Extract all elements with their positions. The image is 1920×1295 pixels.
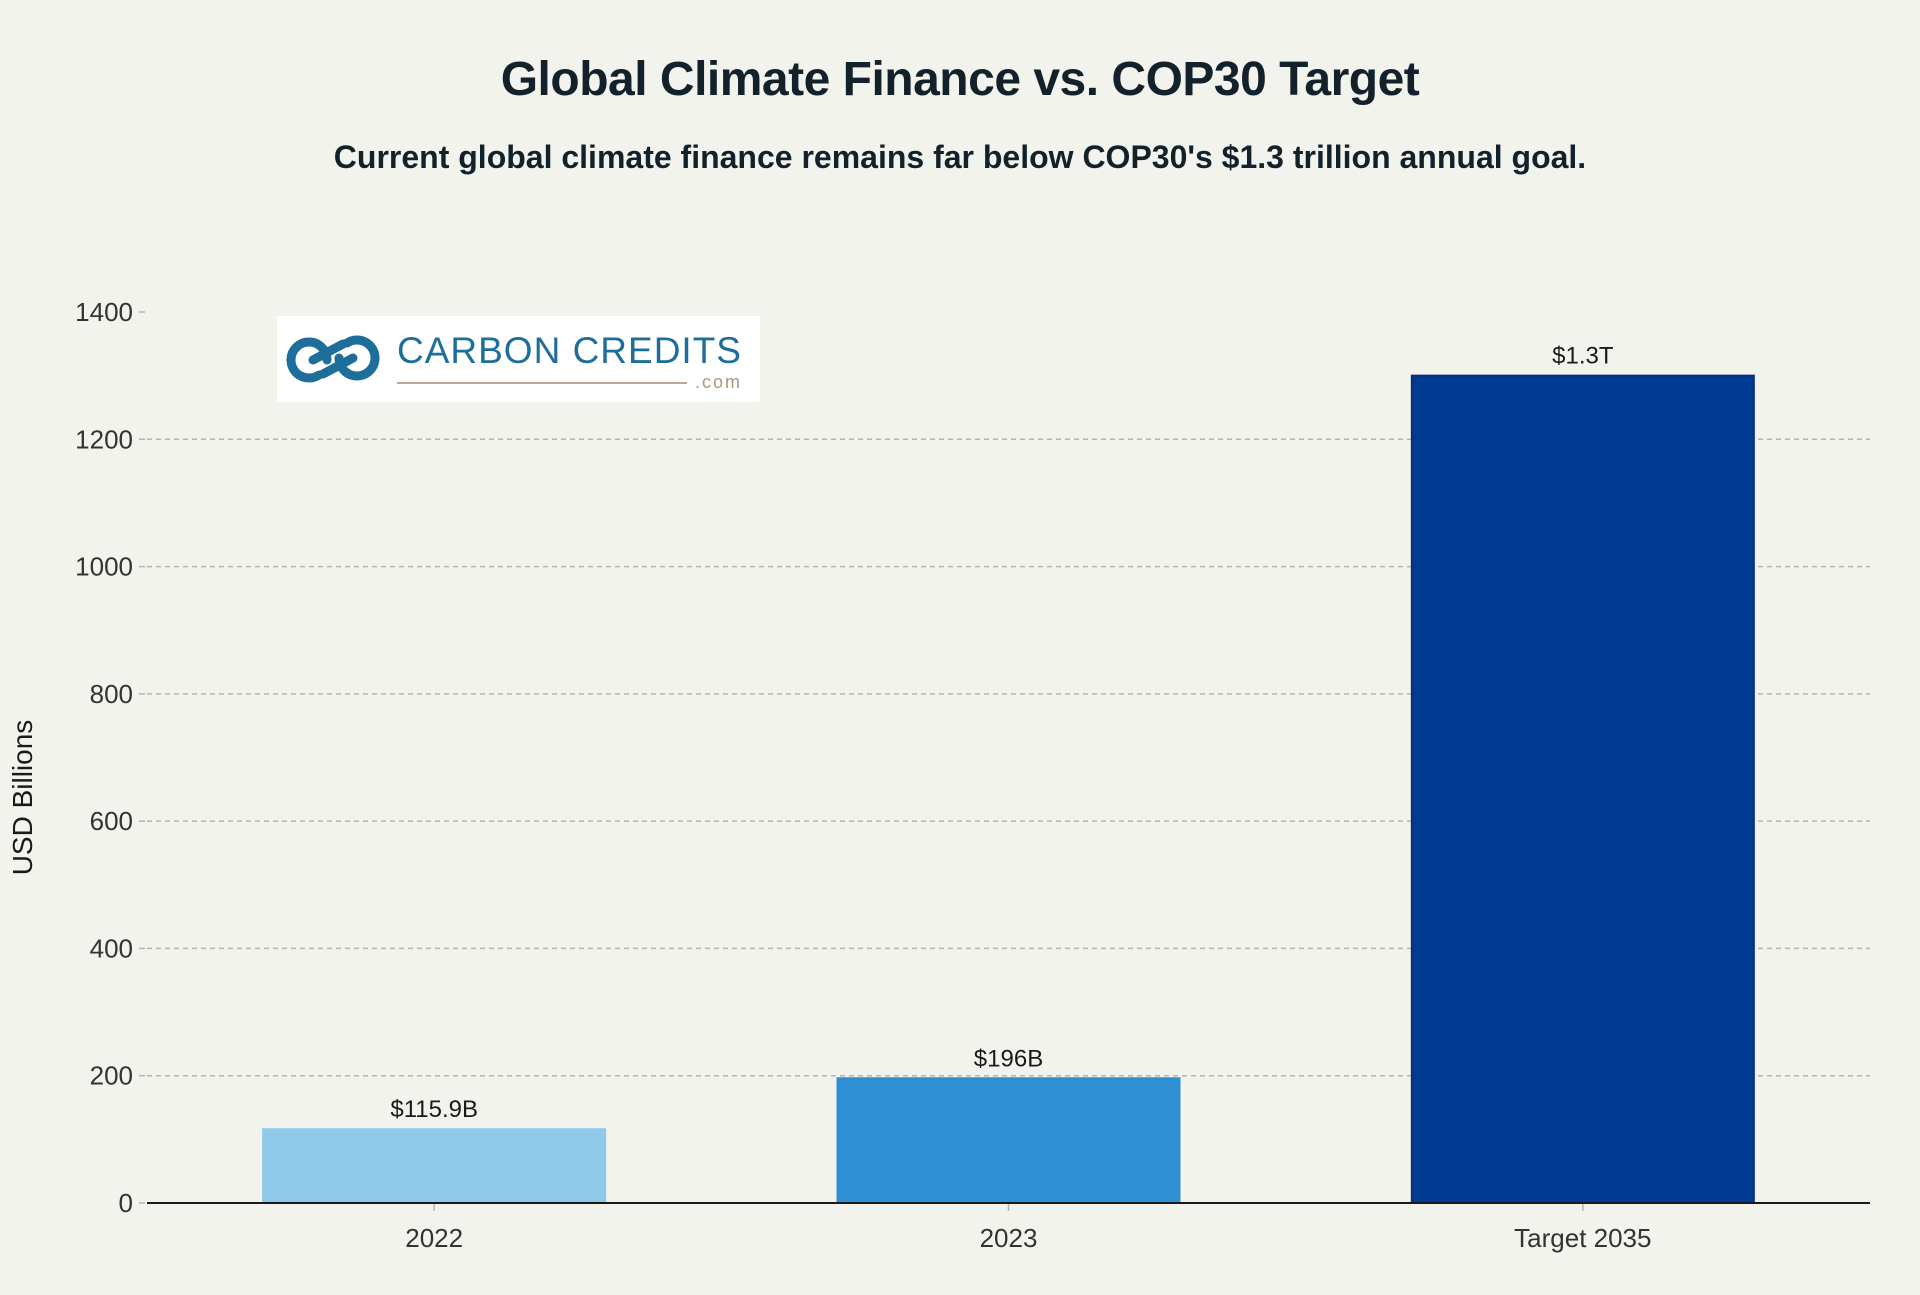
y-tick-label: 200 — [90, 1061, 133, 1091]
carbon-credits-logo-icon — [286, 335, 380, 383]
y-tick-label: 0 — [119, 1188, 133, 1218]
y-tick-label: 1000 — [75, 552, 133, 582]
logo-suffix: .com — [695, 372, 743, 392]
y-tick-label: 800 — [90, 679, 133, 709]
data-label: $115.9B — [390, 1096, 478, 1123]
y-tick-label: 400 — [90, 933, 133, 963]
x-tick-label: Target 2035 — [1514, 1223, 1651, 1253]
logo-underline — [397, 382, 687, 384]
chart-subtitle: Current global climate finance remains f… — [333, 139, 1587, 175]
bar — [262, 1128, 607, 1204]
chart-title: Global Climate Finance vs. COP30 Target — [500, 53, 1420, 106]
data-label: $196B — [974, 1045, 1043, 1072]
data-label: $1.3T — [1552, 343, 1614, 370]
bar — [1410, 374, 1755, 1204]
y-axis-label: USD Billions — [7, 720, 38, 876]
y-tick-label: 600 — [90, 806, 133, 836]
x-tick-label: 2023 — [980, 1223, 1038, 1253]
x-tick-label: 2022 — [405, 1223, 463, 1253]
carbon-credits-logo: CARBON CREDITS .com — [277, 316, 760, 402]
logo-text: CARBON CREDITS — [397, 330, 742, 371]
y-tick-label: 1400 — [75, 297, 133, 327]
bar — [836, 1077, 1181, 1205]
y-tick-label: 1200 — [75, 424, 133, 454]
